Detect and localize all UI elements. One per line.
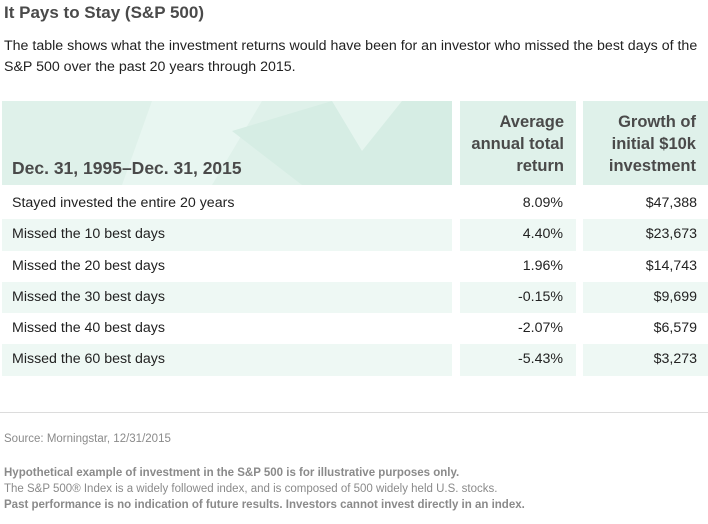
header-cell-period: Dec. 31, 1995–Dec. 31, 2015 xyxy=(2,101,452,185)
row-growth: $47,388 xyxy=(645,195,697,211)
table-row: Missed the 30 best days -0.15% $9,699 xyxy=(0,281,708,314)
table-row: Missed the 40 best days -2.07% $6,579 xyxy=(0,313,708,344)
row-growth: $9,699 xyxy=(583,281,708,314)
table-header: Dec. 31, 1995–Dec. 31, 2015 Average annu… xyxy=(0,101,708,185)
row-growth: $6,579 xyxy=(653,320,697,337)
row-return: 8.09% xyxy=(522,195,563,211)
header-return-line1: Average xyxy=(499,113,564,131)
table-row: Missed the 20 best days 1.96% $14,743 xyxy=(0,251,708,282)
table-row: Stayed invested the entire 20 years 8.09… xyxy=(0,188,708,219)
row-return: 1.96% xyxy=(522,257,563,274)
table-row: Missed the 60 best days -5.43% $3,273 xyxy=(0,344,708,376)
table-row: Missed the 10 best days 4.40% $23,673 xyxy=(0,219,708,251)
row-label: Missed the 60 best days xyxy=(2,344,452,376)
footnote-line: Hypothetical example of investment in th… xyxy=(4,467,460,479)
footnote-line: Past performance is no indication of fut… xyxy=(4,499,525,511)
table-body: Stayed invested the entire 20 years 8.09… xyxy=(0,188,708,376)
header-growth-line2: initial $10k xyxy=(611,135,696,153)
header-growth-line1: Growth of xyxy=(618,113,696,131)
row-growth: $23,673 xyxy=(583,219,708,251)
row-label: Stayed invested the entire 20 years xyxy=(12,195,235,211)
source-note: Source: Morningstar, 12/31/2015 xyxy=(4,433,171,445)
row-label: Missed the 40 best days xyxy=(12,320,165,337)
row-label: Missed the 30 best days xyxy=(2,281,452,314)
row-return: -2.07% xyxy=(518,320,563,337)
row-return: -0.15% xyxy=(460,281,576,314)
header-cell-return: Average annual total return xyxy=(460,101,576,185)
footnote-line: The S&P 500® Index is a widely followed … xyxy=(4,483,498,495)
row-label: Missed the 20 best days xyxy=(12,257,165,274)
header-period-label: Dec. 31, 1995–Dec. 31, 2015 xyxy=(12,158,242,178)
header-growth-label: Growth of initial $10k investment xyxy=(609,111,696,177)
page-title: It Pays to Stay (S&P 500) xyxy=(4,3,204,22)
footnotes: Hypothetical example of investment in th… xyxy=(4,465,706,513)
row-return: 4.40% xyxy=(460,219,576,251)
row-return: -5.43% xyxy=(460,344,576,376)
section-divider xyxy=(0,412,708,413)
header-cell-growth: Growth of initial $10k investment xyxy=(583,101,708,185)
header-return-label: Average annual total return xyxy=(471,111,564,177)
row-growth: $14,743 xyxy=(645,257,697,274)
header-return-line3: return xyxy=(516,157,564,175)
header-growth-line3: investment xyxy=(608,157,696,175)
header-return-line2: annual total xyxy=(471,135,564,153)
page-subtitle: The table shows what the investment retu… xyxy=(4,38,698,75)
row-growth: $3,273 xyxy=(583,344,708,376)
row-label: Missed the 10 best days xyxy=(2,219,452,251)
header-decoration xyxy=(122,101,452,185)
